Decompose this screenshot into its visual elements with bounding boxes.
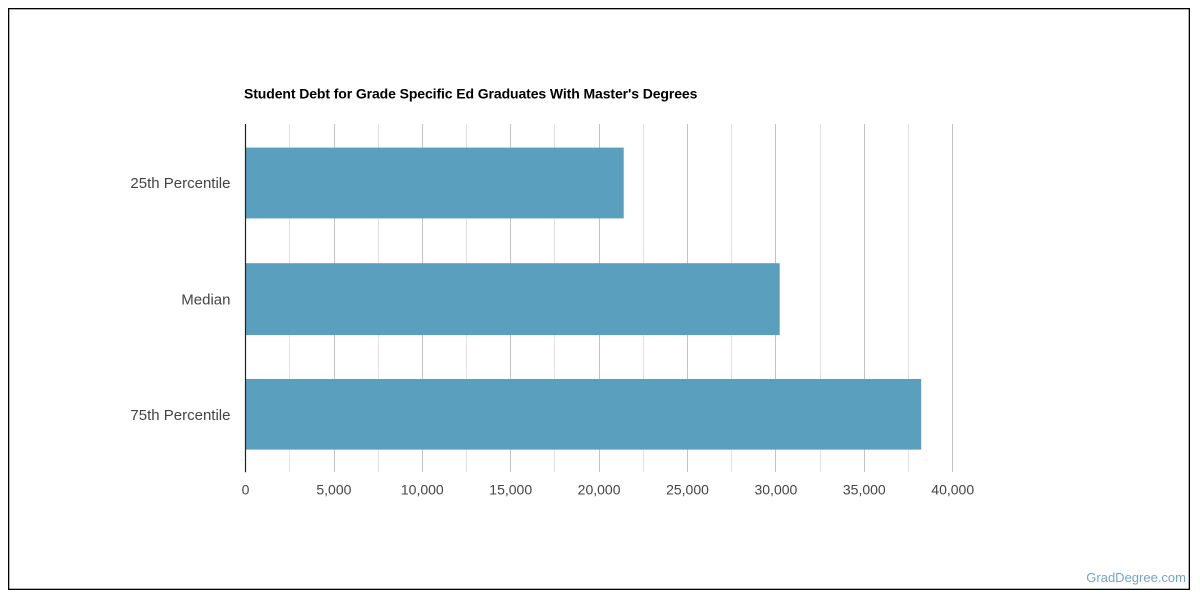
svg-text:5,000: 5,000 bbox=[316, 482, 351, 498]
svg-text:25,000: 25,000 bbox=[666, 482, 709, 498]
svg-text:30,000: 30,000 bbox=[754, 482, 797, 498]
svg-text:15,000: 15,000 bbox=[489, 482, 532, 498]
svg-text:75th Percentile: 75th Percentile bbox=[130, 407, 230, 424]
svg-text:GradDegree.com: GradDegree.com bbox=[1086, 570, 1186, 585]
svg-text:35,000: 35,000 bbox=[843, 482, 886, 498]
svg-text:40,000: 40,000 bbox=[931, 482, 974, 498]
svg-text:Student Debt for Grade Specifi: Student Debt for Grade Specific Ed Gradu… bbox=[244, 86, 698, 102]
svg-text:10,000: 10,000 bbox=[401, 482, 444, 498]
svg-text:25th Percentile: 25th Percentile bbox=[130, 175, 230, 192]
svg-text:20,000: 20,000 bbox=[578, 482, 621, 498]
svg-text:Median: Median bbox=[181, 291, 230, 308]
svg-text:0: 0 bbox=[242, 482, 250, 498]
